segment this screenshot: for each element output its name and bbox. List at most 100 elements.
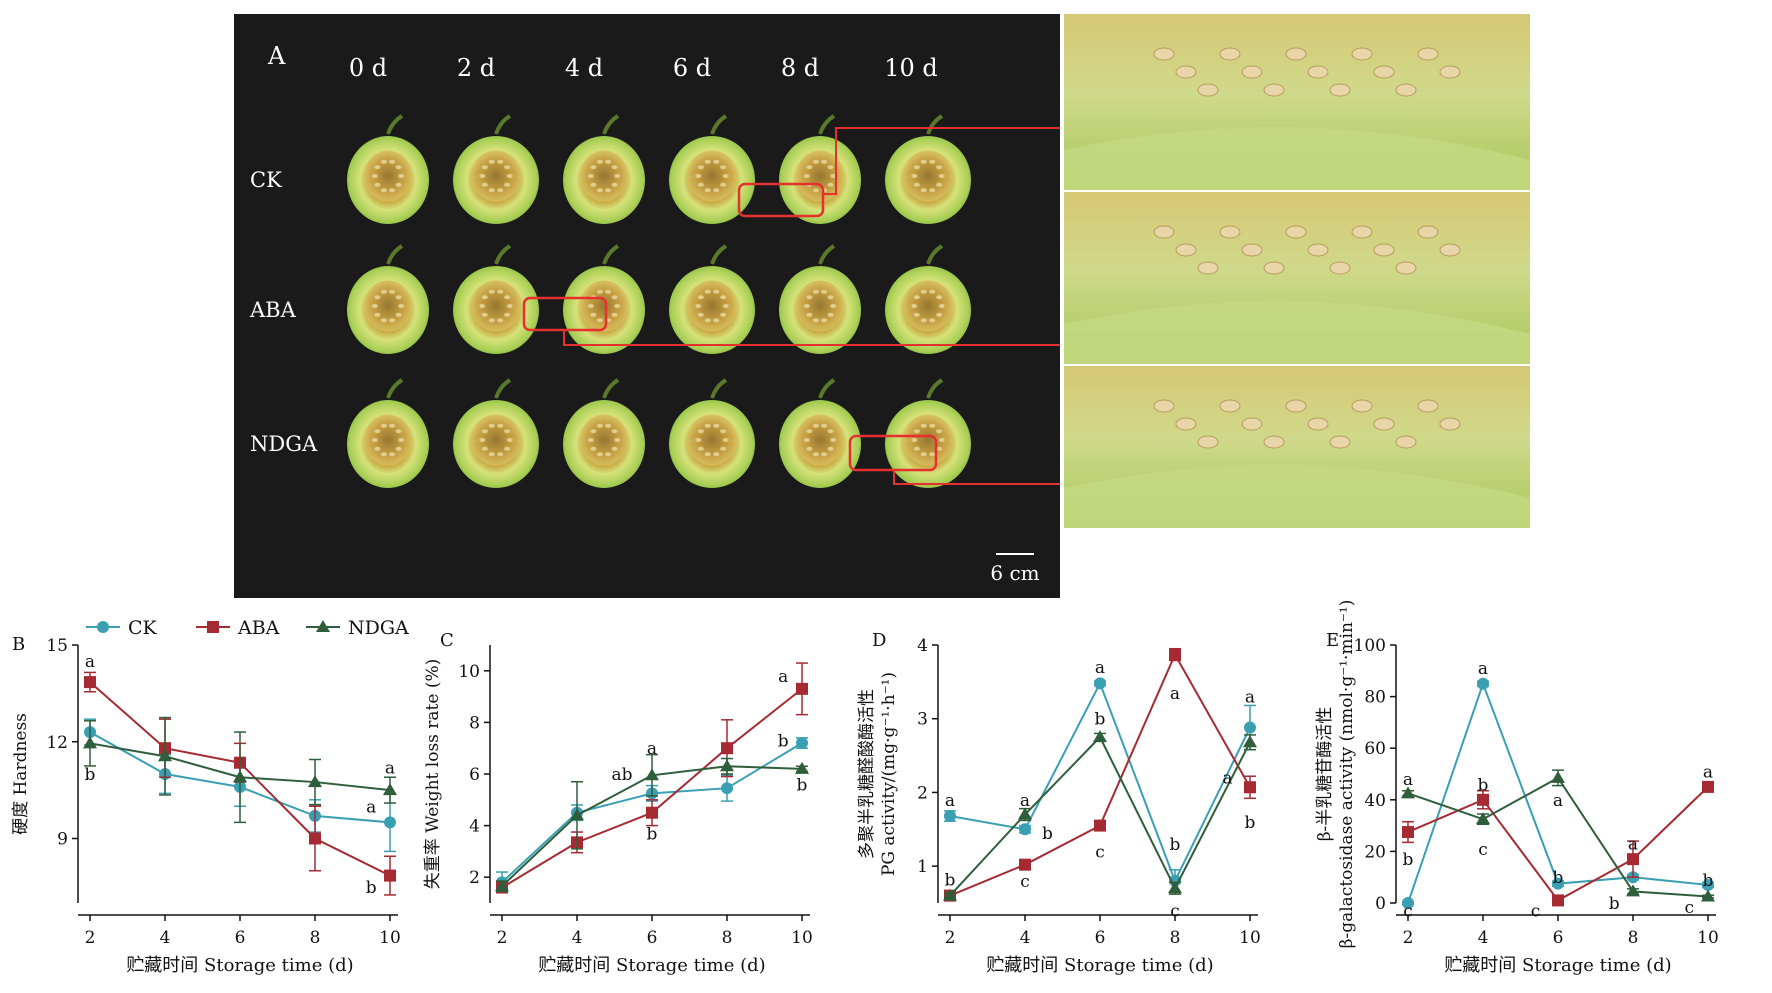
series-ndga	[83, 716, 397, 824]
series-ndga	[943, 730, 1257, 901]
x-tick-label: 2	[1403, 928, 1414, 948]
data-point	[1551, 770, 1565, 783]
y-tick-label: 100	[1354, 636, 1386, 656]
significance-letter: a	[366, 797, 376, 817]
day-label: 8 d	[781, 54, 819, 82]
legend-entry: CK	[86, 617, 158, 639]
series-ndga	[495, 753, 809, 893]
y-tick-label: 2	[469, 868, 480, 888]
x-tick-label: 4	[1020, 928, 1031, 948]
svg-text:PG activity/(mg·g⁻¹·h⁻¹): PG activity/(mg·g⁻¹·h⁻¹)	[879, 672, 899, 876]
svg-text:β-galactosidase activity (nmol: β-galactosidase activity (nmol·g⁻¹·min⁻¹…	[1337, 600, 1357, 949]
fruit-section	[885, 378, 971, 488]
series-ck	[1402, 677, 1714, 909]
significance-letter: b	[1095, 710, 1106, 730]
x-tick-label: 8	[722, 928, 733, 948]
legend-entry: ABA	[196, 617, 280, 639]
significance-letter: b	[1553, 868, 1564, 888]
fruit-section	[779, 114, 861, 224]
panel-label: E	[1326, 630, 1339, 651]
x-tick-label: 6	[647, 928, 658, 948]
x-tick-label: 10	[791, 928, 813, 948]
data-point	[1243, 735, 1257, 748]
data-point	[944, 810, 956, 823]
fruit-section	[779, 244, 861, 354]
panel-a-label: A	[267, 42, 286, 70]
day-label: 0 d	[349, 54, 387, 82]
significance-letter: c	[1020, 872, 1030, 892]
chart-e: E 0 20 40 60 80 100 2 4 6 8 10 贮藏时间 Storage time (d)…	[1315, 600, 1719, 976]
y-tick-label: 20	[1364, 842, 1386, 862]
significance-letter: b	[1245, 813, 1256, 833]
fruit-section	[669, 114, 755, 224]
data-point	[97, 621, 109, 633]
significance-letter: c	[1531, 902, 1541, 922]
x-tick-label: 2	[497, 928, 508, 948]
fruit-section	[669, 244, 755, 354]
series-line	[949, 735, 1251, 897]
y-tick-label: 40	[1364, 791, 1386, 811]
data-point	[1702, 780, 1714, 793]
day-label: 6 d	[673, 54, 711, 82]
significance-letter: a	[1095, 658, 1105, 678]
significance-letter: ab	[611, 765, 632, 785]
zoom-photo	[1064, 192, 1530, 364]
significance-letter: b	[778, 731, 789, 751]
data-point	[1019, 858, 1031, 871]
fruit-section	[347, 244, 429, 354]
significance-letter: b	[85, 765, 96, 785]
y-tick-label: 1	[917, 857, 928, 877]
significance-letter: b	[1478, 775, 1489, 795]
significance-letter: c	[1684, 898, 1694, 918]
chart-c: C 2 4 6 8 10 2 4 6 8 10 贮藏时间 Storage time (d) 失重率 We…	[423, 630, 813, 976]
data-point	[384, 816, 396, 829]
fruit-section	[347, 114, 429, 224]
x-axis-label: 贮藏时间 Storage time (d)	[538, 955, 765, 976]
data-point	[1476, 812, 1490, 825]
significance-letter: a	[1553, 791, 1563, 811]
data-point	[1701, 889, 1715, 902]
svg-text:失重率 Weight loss rate (%): 失重率 Weight loss rate (%)	[423, 659, 443, 890]
x-tick-label: 4	[572, 928, 583, 948]
data-point	[1094, 819, 1106, 832]
significance-letter: a	[1020, 791, 1030, 811]
y-tick-label: 80	[1364, 688, 1386, 708]
y-tick-label: 3	[917, 710, 928, 730]
series-ndga	[1401, 769, 1715, 902]
significance-letter: b	[366, 878, 377, 898]
x-tick-label: 10	[1239, 928, 1261, 948]
y-tick-label: 0	[1375, 894, 1386, 914]
data-point	[1627, 853, 1639, 866]
fruit-section	[779, 378, 861, 488]
data-point	[1094, 677, 1106, 690]
significance-letter: c	[1095, 842, 1105, 862]
data-point	[1477, 793, 1489, 806]
significance-letter: b	[945, 870, 956, 890]
y-axis-label: 多聚半乳糖醛酸酶活性 PG activity/(mg·g⁻¹·h⁻¹)	[857, 672, 899, 876]
highlight-box	[737, 182, 825, 218]
significance-letter: a	[1703, 762, 1713, 782]
legend-entry: NDGA	[306, 617, 409, 639]
data-point	[1244, 781, 1256, 794]
significance-letter: b	[1042, 824, 1053, 844]
data-point	[308, 775, 322, 788]
data-point	[1402, 897, 1414, 909]
significance-letter: c	[1170, 901, 1180, 921]
svg-text:CK: CK	[128, 617, 158, 639]
data-point	[570, 808, 584, 821]
significance-letter: b	[797, 775, 808, 795]
data-point	[383, 783, 397, 796]
fruit-section	[453, 114, 539, 224]
panel-label: C	[440, 630, 454, 651]
data-point	[1626, 884, 1640, 897]
significance-letter: a	[778, 667, 788, 687]
x-tick-label: 10	[1697, 928, 1719, 948]
significance-letter: b	[647, 824, 658, 844]
data-point	[84, 676, 96, 689]
zoom-photo	[1064, 366, 1530, 528]
data-point	[795, 761, 809, 774]
data-point	[721, 742, 733, 755]
y-tick-label: 2	[917, 783, 928, 803]
svg-text:β-半乳糖苷酶活性: β-半乳糖苷酶活性	[1315, 707, 1335, 842]
